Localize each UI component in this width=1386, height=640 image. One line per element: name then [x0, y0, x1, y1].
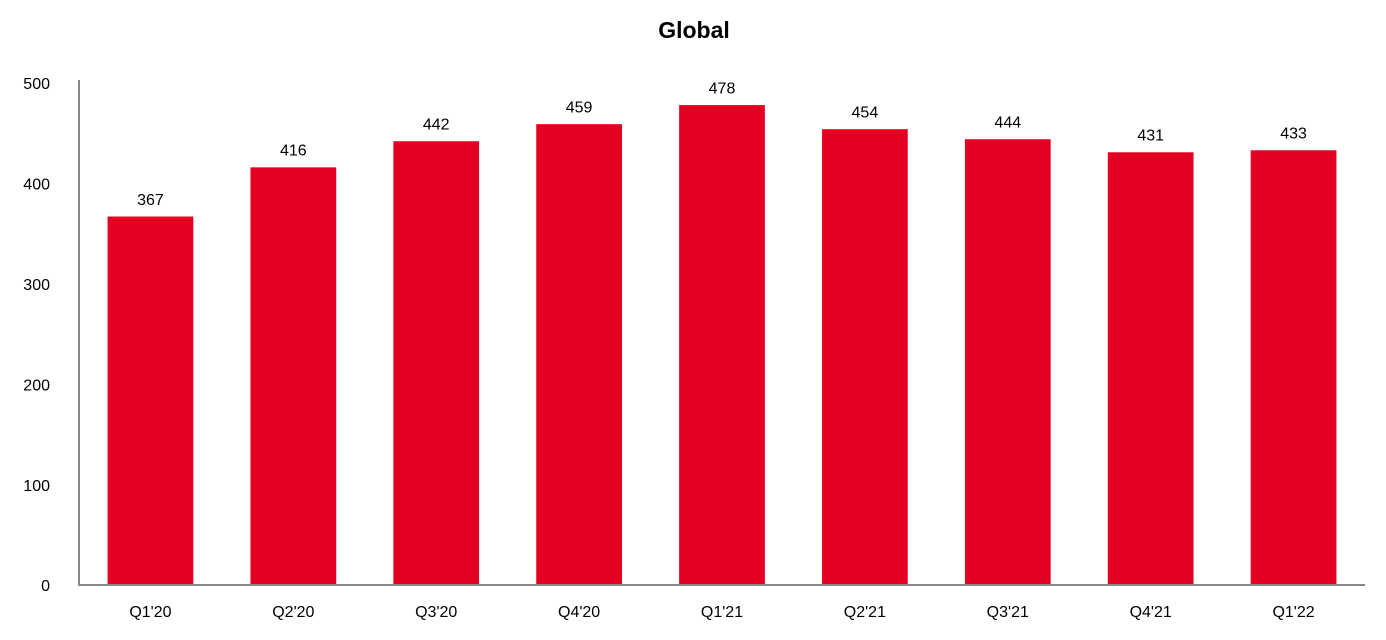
- data-label: 442: [423, 116, 450, 133]
- data-label: 416: [280, 143, 307, 160]
- bar: [1250, 150, 1337, 585]
- x-tick-label: Q4'21: [1130, 604, 1172, 621]
- bar: [250, 167, 337, 585]
- y-tick-label: 0: [41, 578, 50, 595]
- data-label: 433: [1280, 125, 1307, 142]
- y-tick-label: 300: [23, 277, 50, 294]
- x-tick-label: Q2'21: [844, 604, 886, 621]
- bar: [393, 141, 480, 585]
- x-tick-label: Q1'21: [701, 604, 743, 621]
- bar: [679, 105, 765, 585]
- y-tick-label: 500: [23, 76, 50, 93]
- x-tick-label: Q4'20: [558, 604, 600, 621]
- data-label: 444: [994, 114, 1021, 131]
- x-tick-label: Q1'20: [129, 604, 171, 621]
- data-label: 454: [852, 104, 879, 121]
- bar: [536, 124, 622, 585]
- bar: [822, 129, 908, 585]
- bar: [1107, 152, 1194, 585]
- x-tick-label: Q3'20: [415, 604, 457, 621]
- y-tick-label: 400: [23, 177, 50, 194]
- x-tick-label: Q3'21: [987, 604, 1029, 621]
- x-tick-label: Q2'20: [272, 604, 314, 621]
- data-label: 431: [1137, 127, 1164, 144]
- data-label: 459: [566, 99, 593, 116]
- y-tick-label: 200: [23, 377, 50, 394]
- bar: [964, 139, 1051, 585]
- data-label: 367: [137, 192, 164, 209]
- chart-title: Global: [658, 17, 730, 43]
- data-label: 478: [709, 80, 736, 97]
- x-tick-label: Q1'22: [1272, 604, 1314, 621]
- y-tick-label: 100: [23, 478, 50, 495]
- bar: [107, 216, 194, 586]
